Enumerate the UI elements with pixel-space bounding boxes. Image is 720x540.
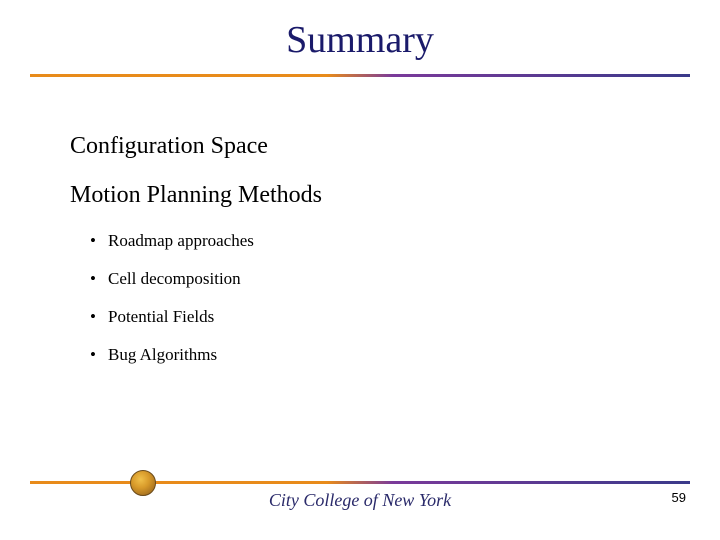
list-item: Cell decomposition xyxy=(90,269,650,289)
list-item: Roadmap approaches xyxy=(90,231,650,251)
section-heading: Motion Planning Methods xyxy=(70,182,650,209)
page-number: 59 xyxy=(672,490,686,505)
slide-body: Configuration Space Motion Planning Meth… xyxy=(0,77,720,365)
bullet-list: Roadmap approaches Cell decomposition Po… xyxy=(70,231,650,365)
section-heading: Configuration Space xyxy=(70,133,650,160)
footer-institution: City College of New York xyxy=(0,490,720,511)
list-item: Bug Algorithms xyxy=(90,345,650,365)
list-item: Potential Fields xyxy=(90,307,650,327)
slide-footer: City College of New York 59 xyxy=(0,481,720,514)
slide-title: Summary xyxy=(0,0,720,74)
